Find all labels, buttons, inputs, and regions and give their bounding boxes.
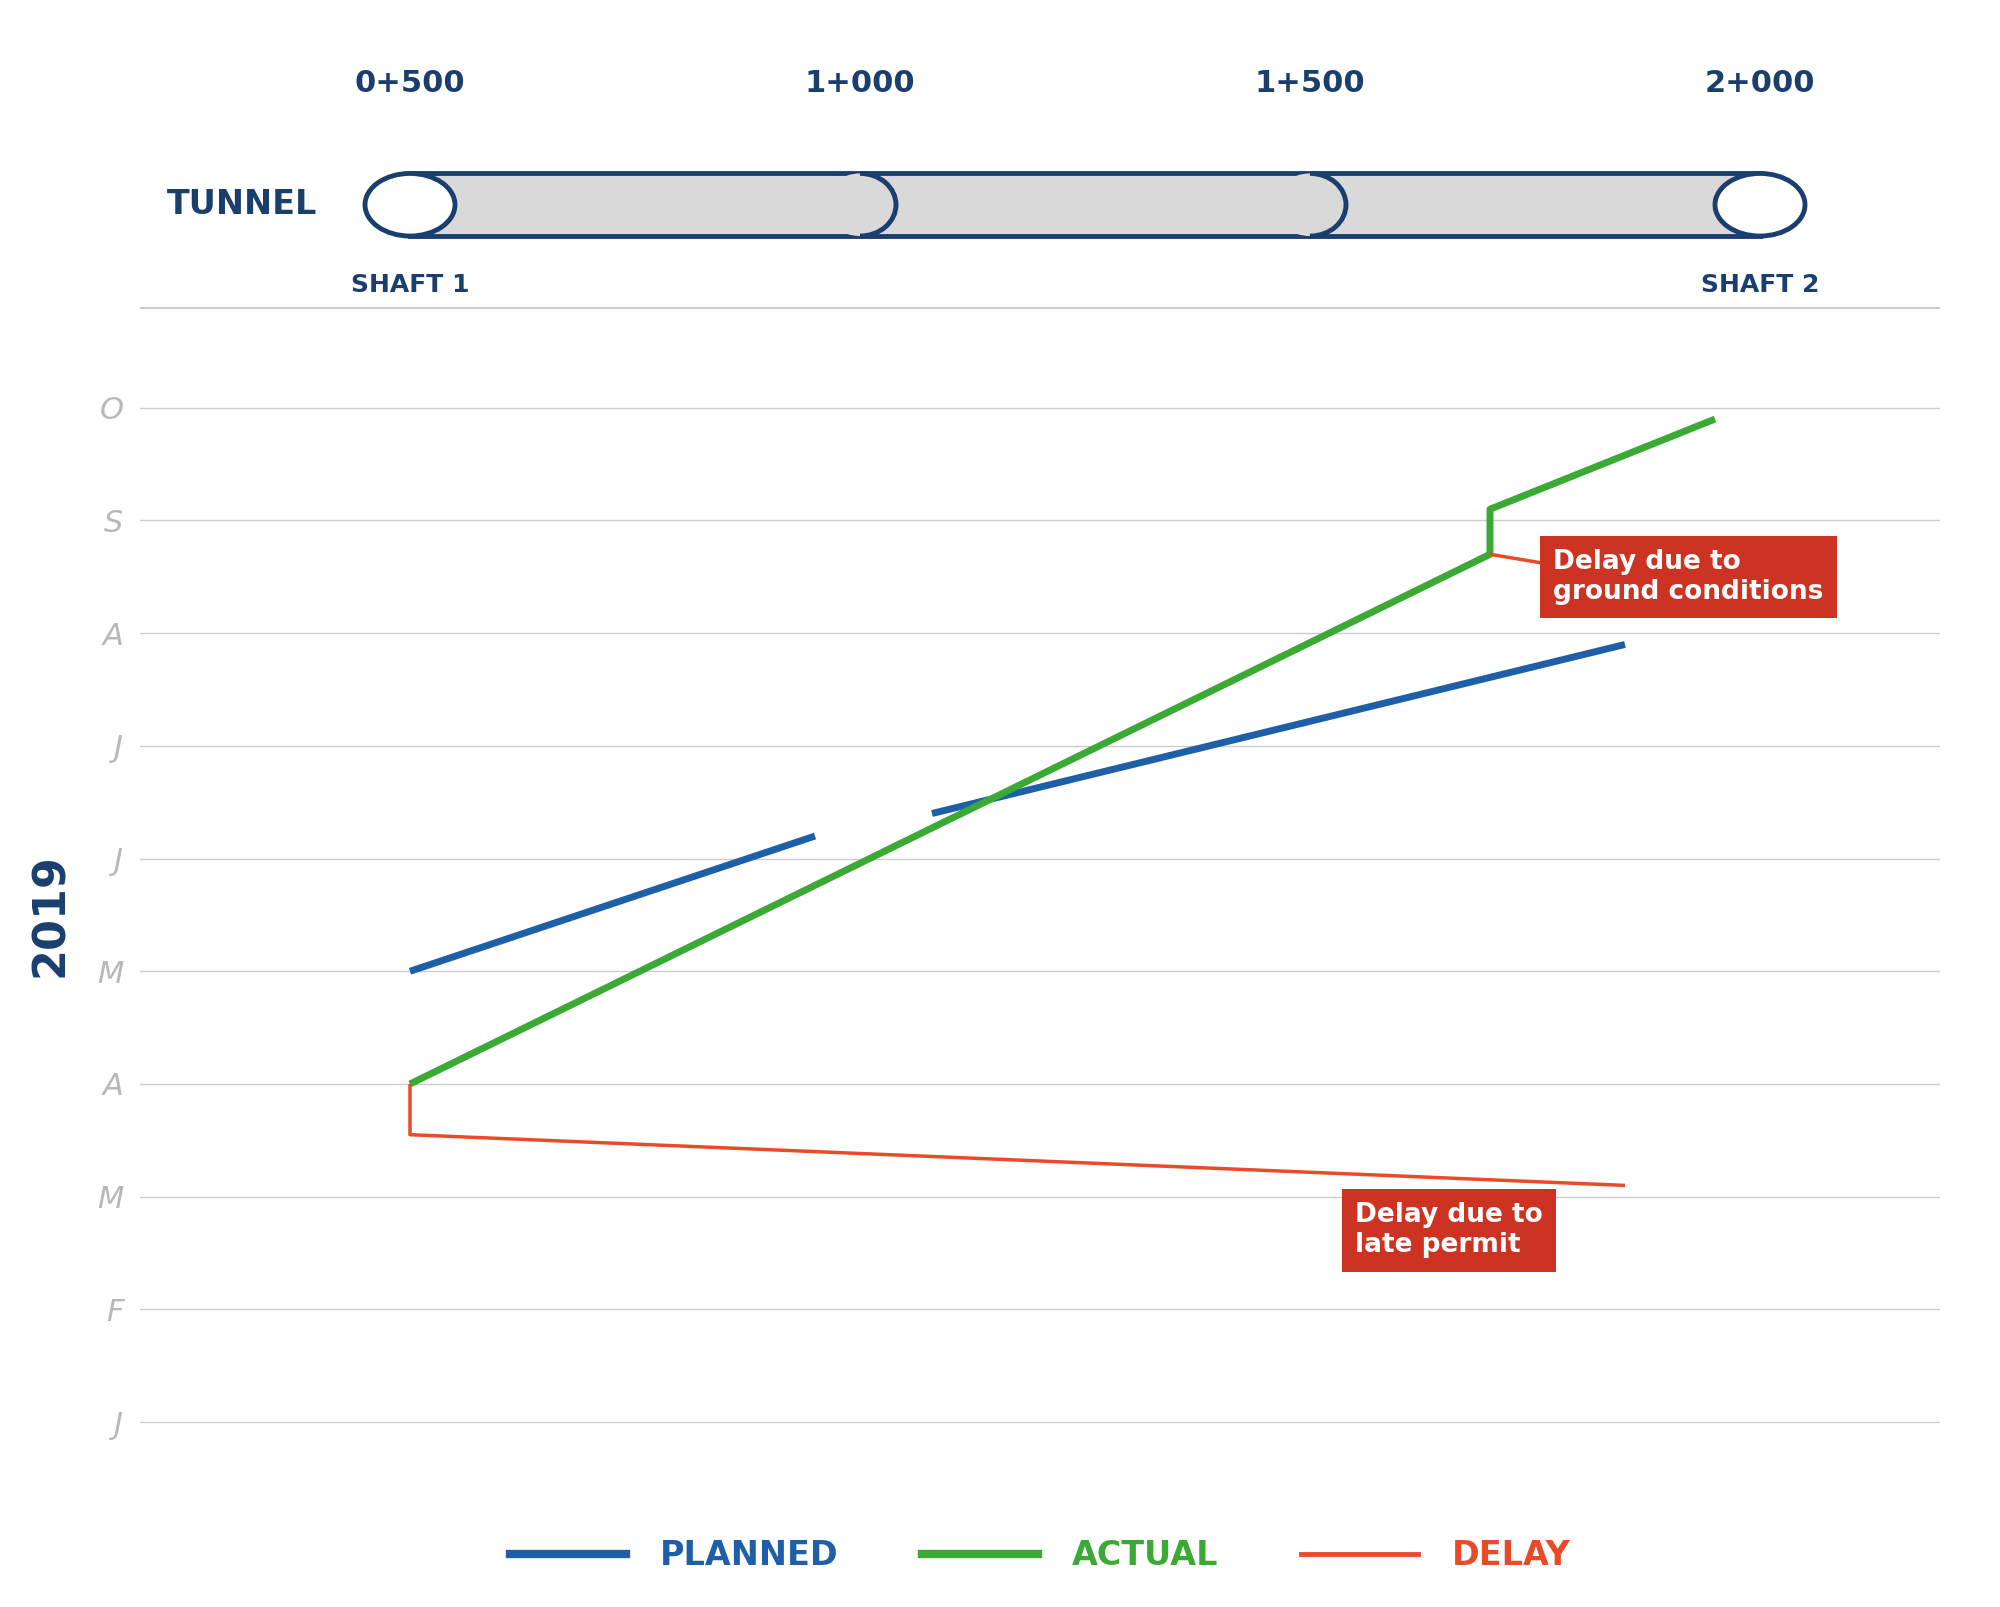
Y-axis label: 2019: 2019 [28,853,72,977]
Bar [410,174,1760,236]
Legend: PLANNED, ACTUAL, DELAY: PLANNED, ACTUAL, DELAY [496,1527,1584,1586]
Text: SHAFT 2: SHAFT 2 [1700,273,1820,297]
Text: 2+000: 2+000 [1704,69,1816,98]
Text: TUNNEL: TUNNEL [168,188,318,222]
Ellipse shape [1274,174,1346,236]
Text: 1+500: 1+500 [1254,69,1366,98]
Text: SHAFT 1: SHAFT 1 [350,273,470,297]
Text: 0+500: 0+500 [354,69,466,98]
Ellipse shape [1716,174,1804,236]
Text: 1+000: 1+000 [804,69,916,98]
Ellipse shape [364,174,456,236]
Ellipse shape [824,174,896,236]
Text: Delay due to
ground conditions: Delay due to ground conditions [1552,550,1824,604]
Text: Delay due to
late permit: Delay due to late permit [1356,1202,1542,1258]
